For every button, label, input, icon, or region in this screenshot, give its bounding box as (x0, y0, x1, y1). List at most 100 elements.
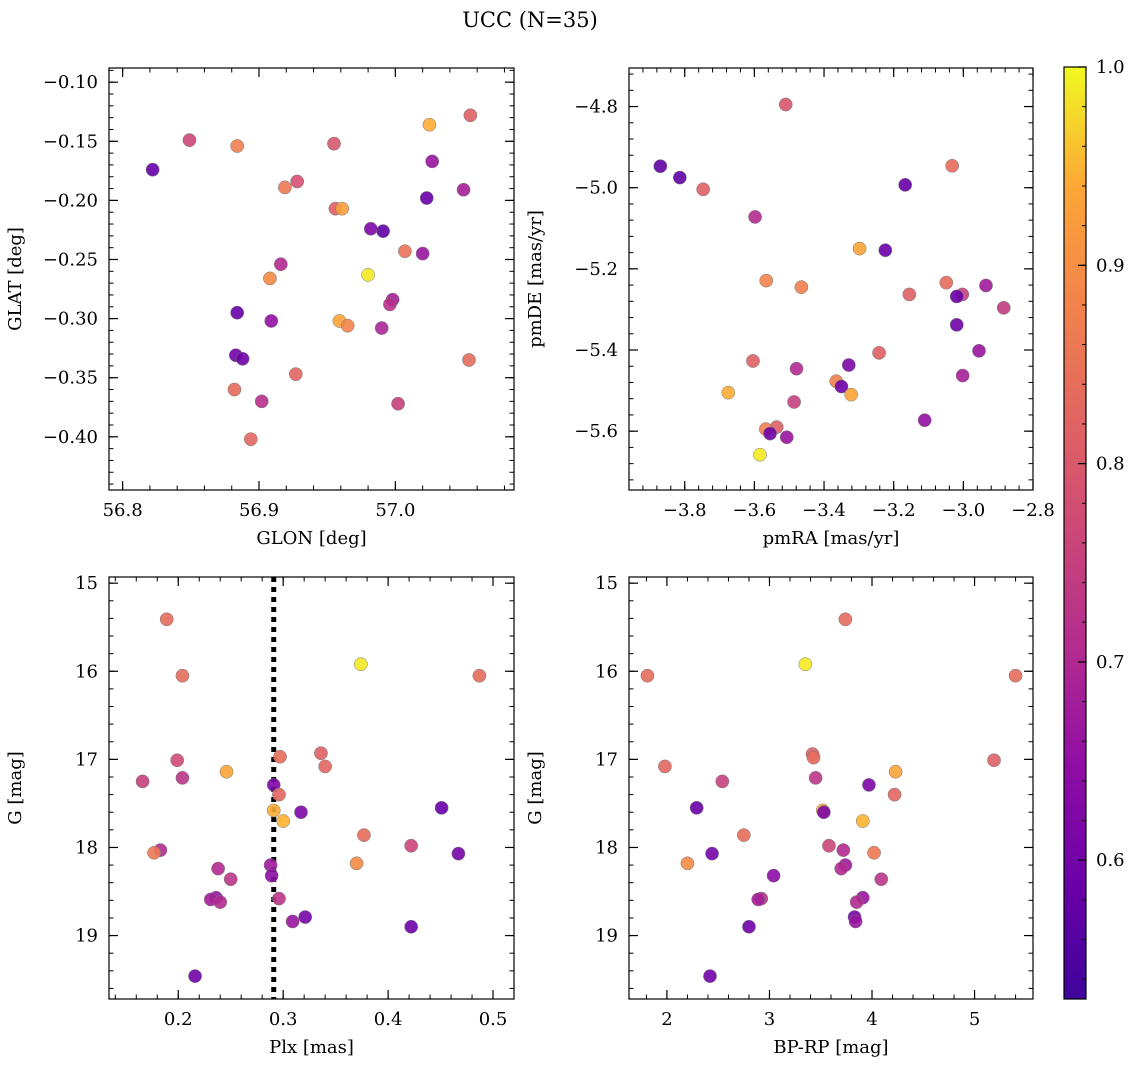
y-tick-label: 16 (75, 661, 98, 682)
x-tick-label: 56.8 (103, 500, 143, 521)
data-point (159, 612, 174, 627)
data-point (855, 814, 870, 828)
data-point (836, 843, 851, 857)
data-point (696, 182, 711, 197)
y-tick-label: −4.8 (574, 97, 618, 118)
axes-frame (628, 576, 1034, 1000)
data-point (327, 136, 341, 151)
data-point (972, 343, 986, 358)
data-point (949, 318, 964, 332)
data-point (147, 845, 161, 860)
x-tick-label: 5 (969, 1009, 980, 1030)
data-point (285, 914, 300, 929)
data-point (318, 759, 332, 774)
x-axis-label: pmRA [mas/yr] (763, 528, 900, 549)
figure-title: UCC (N=35) (462, 8, 598, 32)
data-point (746, 354, 760, 368)
data-point (223, 872, 238, 887)
data-point (211, 861, 225, 876)
data-point (340, 318, 355, 333)
y-tick-label: −0.10 (43, 72, 98, 93)
data-point (272, 891, 286, 906)
data-point (787, 395, 801, 409)
panel-plx-g: 0.2 0.3 0.4 0.5 15 16 17 18 19 Plx [mas] G [mag] (5, 573, 515, 1058)
data-point (751, 892, 766, 907)
x-tick-label: −3.6 (733, 500, 777, 521)
data-point (917, 413, 932, 428)
data-point (898, 178, 913, 192)
data-point (278, 180, 292, 195)
data-point (404, 919, 419, 934)
data-point (290, 174, 305, 189)
data-point (243, 432, 258, 447)
y-tick-label: −5.4 (574, 340, 618, 361)
data-point (391, 396, 405, 411)
data-point (363, 221, 378, 236)
data-point (419, 191, 434, 205)
x-tick-label: 0.5 (479, 1009, 508, 1030)
data-point (789, 361, 804, 376)
x-axis-label: GLON [deg] (256, 528, 366, 549)
data-point (705, 846, 719, 861)
data-point (878, 243, 893, 258)
data-point (288, 367, 303, 382)
data-point (254, 394, 269, 409)
data-point (794, 280, 809, 294)
y-tick-label: 15 (75, 573, 98, 594)
colorbar-tick-label: 0.8 (1096, 454, 1125, 475)
data-point (862, 778, 876, 792)
x-axis-label: BP-RP [mag] (773, 1037, 888, 1058)
data-point (763, 426, 777, 441)
data-point (353, 657, 368, 672)
x-tick-label: 3 (764, 1009, 775, 1030)
data-point (294, 805, 308, 820)
data-point (230, 139, 245, 153)
axes-frame (628, 67, 1034, 491)
data-point (779, 430, 794, 445)
data-point (987, 753, 1001, 768)
data-point (715, 774, 730, 789)
y-tick-label: −0.30 (43, 309, 98, 330)
y-axis-label: pmDE [mas/yr] (525, 210, 546, 348)
data-point (264, 314, 279, 328)
data-point (778, 97, 793, 112)
data-point (658, 759, 672, 774)
data-point (996, 300, 1011, 315)
data-point (273, 749, 287, 764)
data-point (653, 159, 668, 174)
panel-bprp-g: 2 3 4 5 15 16 17 18 19 BP-RP [mag] G [mag] (525, 573, 1034, 1058)
x-tick-label: 4 (866, 1009, 877, 1030)
data-point (949, 289, 964, 304)
y-axis-label: GLAT [deg] (5, 227, 26, 331)
x-axis-label: Plx [mas] (269, 1037, 354, 1058)
y-tick-label: −5.0 (574, 178, 618, 199)
data-point (888, 764, 903, 779)
data-point (272, 787, 286, 802)
x-tick-label: 0.4 (374, 1009, 403, 1030)
colorbar-tick-label: 1.0 (1096, 57, 1125, 78)
colorbar: 0.6 0.7 0.8 0.9 1.0 (1063, 57, 1125, 1000)
data-point (766, 868, 781, 883)
data-point (844, 387, 859, 402)
data-point (834, 861, 849, 876)
data-point (852, 241, 867, 256)
axes-frame (108, 576, 515, 1000)
y-tick-label: 16 (595, 661, 618, 682)
data-point (276, 814, 291, 828)
data-point (798, 657, 813, 672)
data-point (349, 856, 364, 871)
data-point (188, 969, 202, 983)
data-point (175, 668, 190, 683)
x-tick-label: −2.8 (1011, 500, 1055, 521)
y-axis-label: G [mag] (5, 751, 26, 824)
data-point (838, 612, 853, 627)
data-point (867, 845, 881, 860)
data-point (806, 750, 821, 765)
data-point (472, 668, 487, 683)
data-point (872, 346, 886, 360)
colorbar-frame (1063, 66, 1087, 1000)
x-tick-label: 56.9 (239, 500, 279, 521)
data-point (748, 210, 762, 224)
axes-frame (108, 67, 515, 491)
y-tick-label: 17 (75, 749, 98, 770)
